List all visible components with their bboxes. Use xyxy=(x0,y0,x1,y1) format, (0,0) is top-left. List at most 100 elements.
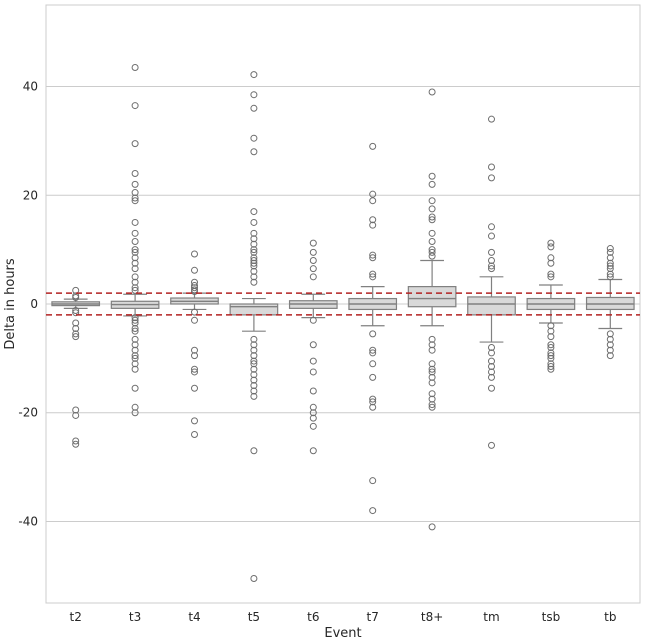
outlier-point xyxy=(488,163,495,171)
outlier-point xyxy=(250,382,258,390)
outlier-point xyxy=(250,148,258,156)
outlier-point xyxy=(131,189,139,197)
outlier-point xyxy=(369,273,377,281)
outlier-point xyxy=(250,346,258,354)
y-axis-label: Delta in hours xyxy=(3,258,18,350)
plot-frame xyxy=(45,4,641,604)
outlier-point xyxy=(131,354,139,362)
outlier-point xyxy=(250,257,258,265)
outlier-point xyxy=(606,330,614,338)
outlier-point xyxy=(72,437,80,445)
box-group-tm xyxy=(467,115,516,449)
outlier-point xyxy=(606,262,614,270)
outlier-point xyxy=(250,341,258,349)
outlier-point xyxy=(309,357,317,365)
outlier-point xyxy=(428,248,436,256)
outlier-point xyxy=(131,352,139,360)
outlier-point xyxy=(606,245,614,253)
y-tick-label: 40 xyxy=(23,80,38,94)
x-tick-label: t8+ xyxy=(421,610,443,624)
outlier-point xyxy=(428,360,436,368)
outlier-point xyxy=(488,248,495,256)
outlier-point xyxy=(309,414,317,422)
outlier-point xyxy=(250,376,258,384)
outlier-point xyxy=(191,308,198,316)
box-group-t5 xyxy=(229,71,279,583)
iqr-box xyxy=(467,296,516,316)
outlier-point xyxy=(131,265,139,273)
outlier-point xyxy=(250,365,258,373)
box-group-tb xyxy=(585,245,635,360)
outlier-point xyxy=(131,102,139,110)
outlier-point xyxy=(250,208,258,216)
outlier-point xyxy=(606,346,614,354)
outlier-point xyxy=(131,278,139,286)
outlier-point xyxy=(309,265,317,273)
outlier-point xyxy=(428,197,436,205)
outlier-point xyxy=(191,352,198,360)
y-tick-label: -40 xyxy=(18,514,38,528)
x-tick-label: t6 xyxy=(307,610,319,624)
x-tick-label: t2 xyxy=(70,610,82,624)
outlier-point xyxy=(250,218,258,226)
x-tick-label: t4 xyxy=(188,610,200,624)
outlier-point xyxy=(191,278,198,286)
outlier-point xyxy=(309,422,317,430)
x-tick-label: tm xyxy=(483,610,499,624)
box-group-t4 xyxy=(170,250,219,438)
outlier-point xyxy=(428,205,436,213)
outlier-point xyxy=(488,223,495,231)
outlier-point xyxy=(250,134,258,142)
outlier-point xyxy=(191,430,198,438)
y-tick-label: 20 xyxy=(23,188,38,202)
outlier-point xyxy=(488,115,495,123)
outlier-point xyxy=(250,267,258,275)
outlier-point xyxy=(72,411,80,419)
outlier-point xyxy=(250,248,258,256)
outlier-point xyxy=(428,341,436,349)
outlier-point xyxy=(606,270,614,278)
outlier-point xyxy=(131,403,139,411)
outlier-point xyxy=(72,333,80,341)
outlier-point xyxy=(428,403,436,411)
outlier-point xyxy=(428,523,436,531)
outlier-point xyxy=(72,286,80,294)
outlier-point xyxy=(72,307,80,315)
outlier-point xyxy=(250,447,258,455)
x-tick-label: t5 xyxy=(248,610,260,624)
box-group-t6 xyxy=(288,239,338,455)
outlier-point xyxy=(428,88,436,96)
outlier-point xyxy=(547,341,555,349)
outlier-point xyxy=(428,346,436,354)
outlier-point xyxy=(547,343,555,351)
outlier-point xyxy=(131,384,139,392)
outlier-point xyxy=(191,266,198,274)
outlier-point xyxy=(606,248,614,256)
outlier-point xyxy=(309,257,317,265)
outlier-point xyxy=(131,246,139,254)
outlier-point xyxy=(488,174,495,182)
outlier-point xyxy=(606,335,614,343)
outlier-point xyxy=(309,447,317,455)
outlier-point xyxy=(606,259,614,267)
outlier-point xyxy=(131,170,139,178)
outlier-point xyxy=(72,440,80,448)
outlier-point xyxy=(488,349,495,357)
outlier-point xyxy=(606,265,614,273)
outlier-point xyxy=(72,309,80,317)
outlier-point xyxy=(250,104,258,112)
outlier-point xyxy=(369,330,377,338)
outlier-point xyxy=(131,197,139,205)
outlier-point xyxy=(191,365,198,373)
outlier-point xyxy=(131,248,139,256)
threshold-layer xyxy=(46,292,640,316)
outlier-point xyxy=(131,319,139,327)
outlier-point xyxy=(428,379,436,387)
outlier-point xyxy=(309,248,317,256)
outlier-point xyxy=(369,360,377,368)
outlier-point xyxy=(250,575,258,583)
outlier-point xyxy=(250,352,258,360)
outlier-point xyxy=(131,365,139,373)
outlier-point xyxy=(131,316,139,324)
